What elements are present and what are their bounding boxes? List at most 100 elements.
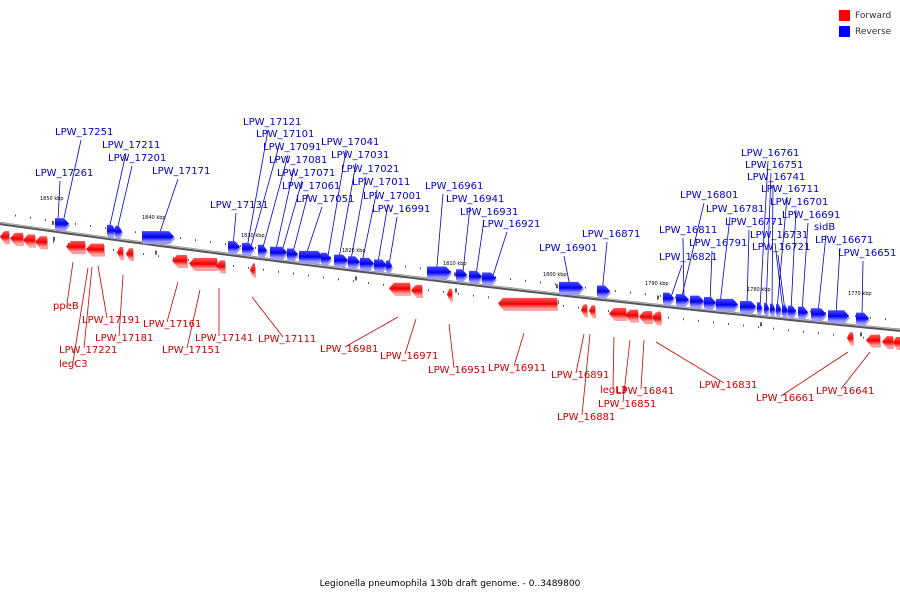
forward-gene-arrow[interactable] (893, 336, 900, 348)
forward-gene-arrow[interactable] (581, 304, 587, 316)
reverse-gene-arrow[interactable] (469, 270, 482, 282)
forward-gene-arrow[interactable] (126, 248, 133, 260)
forward-gene-arrow[interactable] (250, 264, 255, 276)
forward-gene-label[interactable]: LPW_16981 (320, 344, 378, 355)
reverse-gene-label[interactable]: LPW_16931 (460, 207, 518, 218)
forward-gene-label[interactable]: LPW_16881 (557, 412, 615, 423)
reverse-gene-arrow[interactable] (740, 301, 756, 313)
reverse-gene-label[interactable]: LPW_16991 (372, 204, 430, 215)
reverse-gene-arrow[interactable] (704, 297, 716, 309)
reverse-gene-label[interactable]: LPW_16871 (582, 229, 640, 240)
forward-gene-label[interactable]: ppeB (53, 301, 79, 312)
reverse-gene-label[interactable]: LPW_17131 (210, 200, 268, 211)
forward-gene-label[interactable]: LPW_17191 (82, 315, 140, 326)
forward-gene-arrow[interactable] (447, 288, 452, 300)
forward-gene-arrow[interactable] (35, 236, 47, 248)
reverse-gene-label[interactable]: LPW_17021 (341, 164, 399, 175)
reverse-gene-arrow[interactable] (782, 304, 788, 316)
reverse-gene-arrow[interactable] (258, 244, 267, 256)
forward-gene-arrow[interactable] (10, 232, 23, 244)
reverse-gene-label[interactable]: LPW_16711 (761, 184, 819, 195)
forward-gene-label[interactable]: LPW_16641 (816, 386, 874, 397)
forward-gene-arrow[interactable] (216, 260, 225, 272)
reverse-gene-arrow[interactable] (242, 242, 254, 254)
reverse-gene-arrow[interactable] (559, 281, 583, 293)
forward-gene-arrow[interactable] (86, 243, 104, 255)
reverse-gene-label[interactable]: LPW_16821 (659, 252, 717, 263)
forward-gene-arrow[interactable] (172, 254, 187, 266)
forward-gene-arrow[interactable] (609, 308, 626, 320)
forward-gene-label[interactable]: LPW_17181 (95, 333, 153, 344)
reverse-gene-arrow[interactable] (764, 302, 769, 314)
reverse-gene-label[interactable]: LPW_16651 (838, 248, 896, 259)
reverse-gene-label[interactable]: LPW_16761 (741, 148, 799, 159)
reverse-gene-label[interactable]: LPW_16701 (770, 197, 828, 208)
reverse-gene-arrow[interactable] (798, 306, 808, 318)
reverse-gene-arrow[interactable] (482, 272, 496, 284)
reverse-gene-label[interactable]: LPW_17061 (282, 181, 340, 192)
reverse-gene-label[interactable]: LPW_16901 (539, 243, 597, 254)
reverse-gene-label[interactable]: LPW_16791 (689, 238, 747, 249)
reverse-gene-arrow[interactable] (427, 266, 451, 278)
forward-gene-arrow[interactable] (389, 282, 410, 294)
reverse-gene-arrow[interactable] (55, 218, 69, 230)
reverse-gene-arrow[interactable] (770, 303, 775, 315)
forward-gene-arrow[interactable] (589, 305, 595, 317)
reverse-gene-label[interactable]: LPW_16811 (659, 225, 717, 236)
reverse-gene-arrow[interactable] (676, 294, 689, 306)
forward-gene-label[interactable]: legL3 (600, 385, 627, 396)
forward-gene-label[interactable]: LPW_16851 (598, 399, 656, 410)
forward-gene-label[interactable]: LPW_16891 (551, 370, 609, 381)
reverse-gene-label[interactable]: LPW_17101 (256, 129, 314, 140)
forward-gene-label[interactable]: LPW_17151 (162, 345, 220, 356)
forward-gene-label[interactable]: LPW_17141 (195, 333, 253, 344)
reverse-gene-arrow[interactable] (788, 305, 796, 317)
forward-gene-label[interactable]: LPW_16661 (756, 393, 814, 404)
reverse-gene-arrow[interactable] (716, 298, 738, 310)
reverse-gene-label[interactable]: LPW_16751 (745, 160, 803, 171)
reverse-gene-arrow[interactable] (360, 257, 374, 269)
reverse-gene-arrow[interactable] (107, 224, 116, 236)
reverse-gene-label[interactable]: LPW_17261 (35, 168, 93, 179)
reverse-gene-arrow[interactable] (386, 260, 392, 272)
reverse-gene-arrow[interactable] (142, 231, 174, 243)
reverse-gene-label[interactable]: LPW_17081 (269, 155, 327, 166)
forward-gene-arrow[interactable] (639, 311, 652, 323)
reverse-gene-arrow[interactable] (287, 248, 298, 260)
reverse-gene-label[interactable]: LPW_17071 (277, 168, 335, 179)
reverse-gene-label[interactable]: LPW_16731 (750, 230, 808, 241)
reverse-gene-label[interactable]: LPW_17211 (102, 140, 160, 151)
forward-gene-label[interactable]: LPW_17161 (143, 319, 201, 330)
reverse-gene-label[interactable]: LPW_16921 (482, 219, 540, 230)
reverse-gene-label[interactable]: LPW_16801 (680, 190, 738, 201)
forward-gene-arrow[interactable] (189, 258, 217, 270)
reverse-gene-arrow[interactable] (374, 259, 387, 271)
reverse-gene-label[interactable]: LPW_17051 (296, 194, 354, 205)
forward-gene-arrow[interactable] (411, 284, 422, 296)
forward-gene-arrow[interactable] (847, 332, 853, 344)
reverse-gene-arrow[interactable] (690, 295, 704, 307)
forward-gene-arrow[interactable] (652, 312, 661, 324)
reverse-gene-label[interactable]: LPW_16721 (752, 242, 810, 253)
forward-gene-arrow[interactable] (498, 297, 557, 309)
reverse-gene-label[interactable]: LPW_17251 (55, 127, 113, 138)
reverse-gene-arrow[interactable] (811, 308, 826, 320)
reverse-gene-label[interactable]: LPW_16771 (725, 217, 783, 228)
reverse-gene-arrow[interactable] (776, 304, 781, 316)
reverse-gene-arrow[interactable] (115, 225, 122, 237)
forward-gene-arrow[interactable] (625, 309, 638, 321)
reverse-gene-label[interactable]: LPW_17171 (152, 166, 210, 177)
reverse-gene-arrow[interactable] (348, 256, 360, 268)
reverse-gene-label[interactable]: LPW_17031 (331, 150, 389, 161)
reverse-gene-label[interactable]: LPW_17121 (243, 117, 301, 128)
forward-gene-label[interactable]: LPW_17221 (59, 345, 117, 356)
reverse-gene-arrow[interactable] (757, 302, 762, 314)
reverse-gene-arrow[interactable] (663, 292, 674, 304)
reverse-gene-label[interactable]: LPW_16941 (446, 194, 504, 205)
reverse-gene-label[interactable]: LPW_17091 (263, 142, 321, 153)
forward-gene-label[interactable]: LPW_17111 (258, 334, 316, 345)
forward-gene-label[interactable]: LPW_16841 (616, 386, 674, 397)
reverse-gene-label[interactable]: LPW_16691 (782, 210, 840, 221)
reverse-gene-arrow[interactable] (856, 312, 869, 324)
forward-gene-arrow[interactable] (66, 240, 85, 252)
